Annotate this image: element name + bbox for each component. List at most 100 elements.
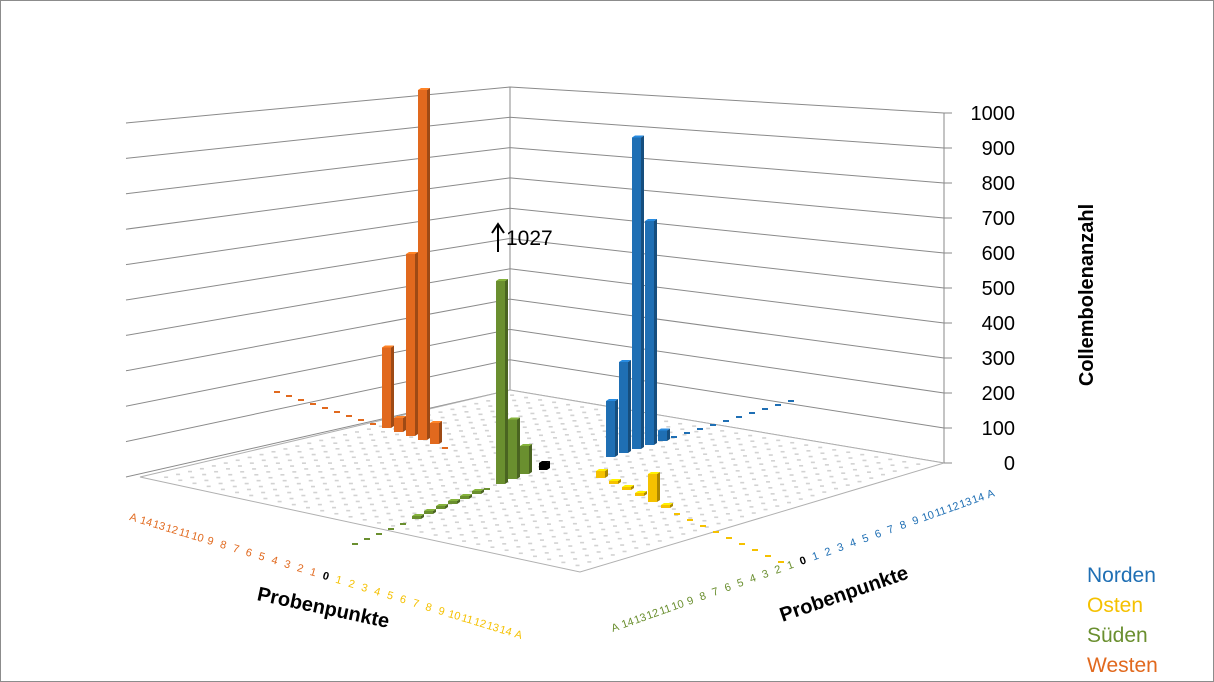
zero-marker-westen xyxy=(274,391,280,393)
zero-marker-norden xyxy=(697,428,703,430)
floor-dot xyxy=(810,494,815,497)
floor-dot xyxy=(735,470,740,472)
floor-dot xyxy=(232,485,237,488)
floor-dot xyxy=(694,430,699,433)
bar-norden-front xyxy=(606,401,615,457)
floor-dot xyxy=(703,453,708,455)
gridline xyxy=(125,86,945,124)
floor-dot xyxy=(610,485,615,487)
y-category-label: 11 xyxy=(933,505,948,520)
bar-osten-front xyxy=(622,487,631,490)
floor-dot xyxy=(343,503,348,506)
zero-marker-osten xyxy=(687,519,693,521)
floor-dot xyxy=(523,530,528,532)
floor-dot xyxy=(372,476,377,479)
floor-dot xyxy=(366,428,371,430)
bar-süden xyxy=(436,504,448,509)
floor-dot xyxy=(761,502,766,505)
x-category-label: 6 xyxy=(398,593,407,606)
floor-dot xyxy=(476,475,481,478)
zero-marker-westen xyxy=(310,403,316,405)
floor-dot xyxy=(806,450,811,452)
bar-süden xyxy=(472,489,484,494)
floor-dot xyxy=(706,427,711,430)
floor-dot xyxy=(535,526,540,529)
floor-dot xyxy=(568,477,573,479)
floor-dot xyxy=(190,476,195,479)
floor-dot xyxy=(662,484,667,486)
floor-dot xyxy=(445,530,450,533)
floor-dot xyxy=(524,431,529,434)
floor-dot xyxy=(558,520,563,522)
floor-dot xyxy=(584,519,589,522)
floor-dot xyxy=(535,492,540,495)
zero-marker-osten xyxy=(700,525,706,527)
floor-dot xyxy=(486,466,491,469)
floor-dot xyxy=(547,457,552,459)
floor-dot xyxy=(412,479,417,481)
floor-dot xyxy=(691,456,696,459)
bar-süden-side xyxy=(529,444,532,474)
floor-dot xyxy=(721,467,726,470)
floor-dot xyxy=(637,452,642,454)
x-category-label: 6 xyxy=(244,547,253,560)
floor-dot xyxy=(734,432,739,435)
floor-dot xyxy=(547,558,552,561)
floor-dot xyxy=(563,498,568,500)
floor-dot xyxy=(561,459,566,462)
floor-dot xyxy=(280,473,285,476)
floor-dot xyxy=(803,476,808,479)
floor-dot xyxy=(391,459,396,461)
floor-dot xyxy=(449,438,454,441)
floor-dot xyxy=(544,552,549,554)
floor-dot xyxy=(406,461,411,464)
floor-dot xyxy=(309,448,314,450)
floor-dot xyxy=(420,464,425,467)
bar-süden-top xyxy=(508,417,520,420)
floor-dot xyxy=(456,424,461,427)
floor-dot xyxy=(866,471,871,473)
floor-dot xyxy=(852,468,857,471)
floor-dot xyxy=(263,465,268,467)
floor-dot xyxy=(632,472,637,475)
floor-dot xyxy=(510,394,515,396)
floor-dot xyxy=(440,416,445,419)
y-category-label: A xyxy=(985,487,996,501)
floor-dot xyxy=(570,551,575,554)
floor-dot xyxy=(488,472,493,475)
floor-dot xyxy=(574,425,579,428)
floor-dot xyxy=(653,527,658,530)
bar-norden-top xyxy=(632,135,644,138)
floor-dot xyxy=(565,504,570,506)
floor-dot xyxy=(448,470,453,472)
floor-dot xyxy=(649,449,654,451)
floor-dot xyxy=(627,528,632,530)
floor-dot xyxy=(488,505,493,508)
floor-dot xyxy=(514,404,519,407)
floor-dot xyxy=(483,527,488,530)
floor-dot xyxy=(462,540,467,542)
floor-dot xyxy=(754,484,759,487)
floor-dot xyxy=(603,534,608,537)
floor-dot xyxy=(310,485,315,488)
floor-dot xyxy=(386,479,391,482)
x-category-label: 0 xyxy=(321,570,330,583)
floor-dot xyxy=(511,533,516,535)
legend-entry-norden: Norden xyxy=(1087,564,1156,587)
floor-dot xyxy=(489,440,494,443)
floor-dot xyxy=(526,402,531,404)
floor-dot xyxy=(750,440,755,443)
floor-dot xyxy=(594,510,599,512)
bar-norden xyxy=(658,428,670,441)
y-category-label: 11 xyxy=(658,603,673,618)
floor-dot xyxy=(594,408,599,411)
floor-dot xyxy=(551,501,556,504)
floor-dot xyxy=(757,457,762,460)
floor-dot xyxy=(678,422,683,425)
floor-dot xyxy=(799,464,804,467)
floor-dot xyxy=(525,536,530,538)
floor-dot xyxy=(596,516,601,518)
floor-dot xyxy=(450,476,455,478)
floor-dot xyxy=(246,488,251,491)
